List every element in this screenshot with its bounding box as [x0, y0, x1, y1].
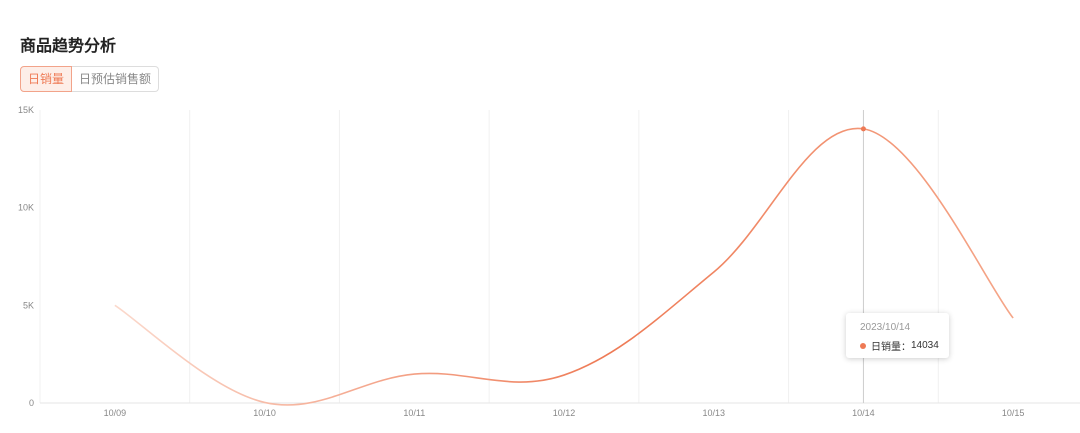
page-title: 商品趋势分析: [20, 38, 117, 55]
y-tick-label: 10K: [18, 203, 34, 213]
x-tick-label: 10/15: [1002, 408, 1025, 418]
series-line: [114, 127, 1014, 406]
tab-daily-sales[interactable]: 日销量: [20, 66, 73, 92]
series-dot-icon: [860, 342, 866, 349]
y-tick-label: 0: [29, 398, 34, 408]
x-tick-label: 10/13: [702, 408, 725, 418]
x-tick-label: 10/14: [852, 408, 875, 418]
y-tick-label: 5K: [23, 300, 34, 310]
tooltip-value: 14034: [911, 340, 939, 351]
x-tick-label: 10/11: [403, 408, 425, 418]
y-tick-label: 15K: [18, 105, 34, 115]
tooltip-label: 日销量：: [871, 342, 911, 353]
tab-daily-revenue[interactable]: 日预估销售额: [72, 66, 160, 92]
metric-tabs: 日销量 日预估销售额: [20, 66, 160, 92]
x-tick-label: 10/10: [253, 408, 276, 418]
tooltip-date: 2023/10/14: [860, 322, 911, 333]
x-tick-label: 10/12: [553, 408, 576, 418]
x-tick-label: 10/09: [104, 408, 127, 418]
tooltip: 2023/10/14 日销量： 14034: [846, 313, 949, 358]
data-point: [860, 126, 866, 132]
